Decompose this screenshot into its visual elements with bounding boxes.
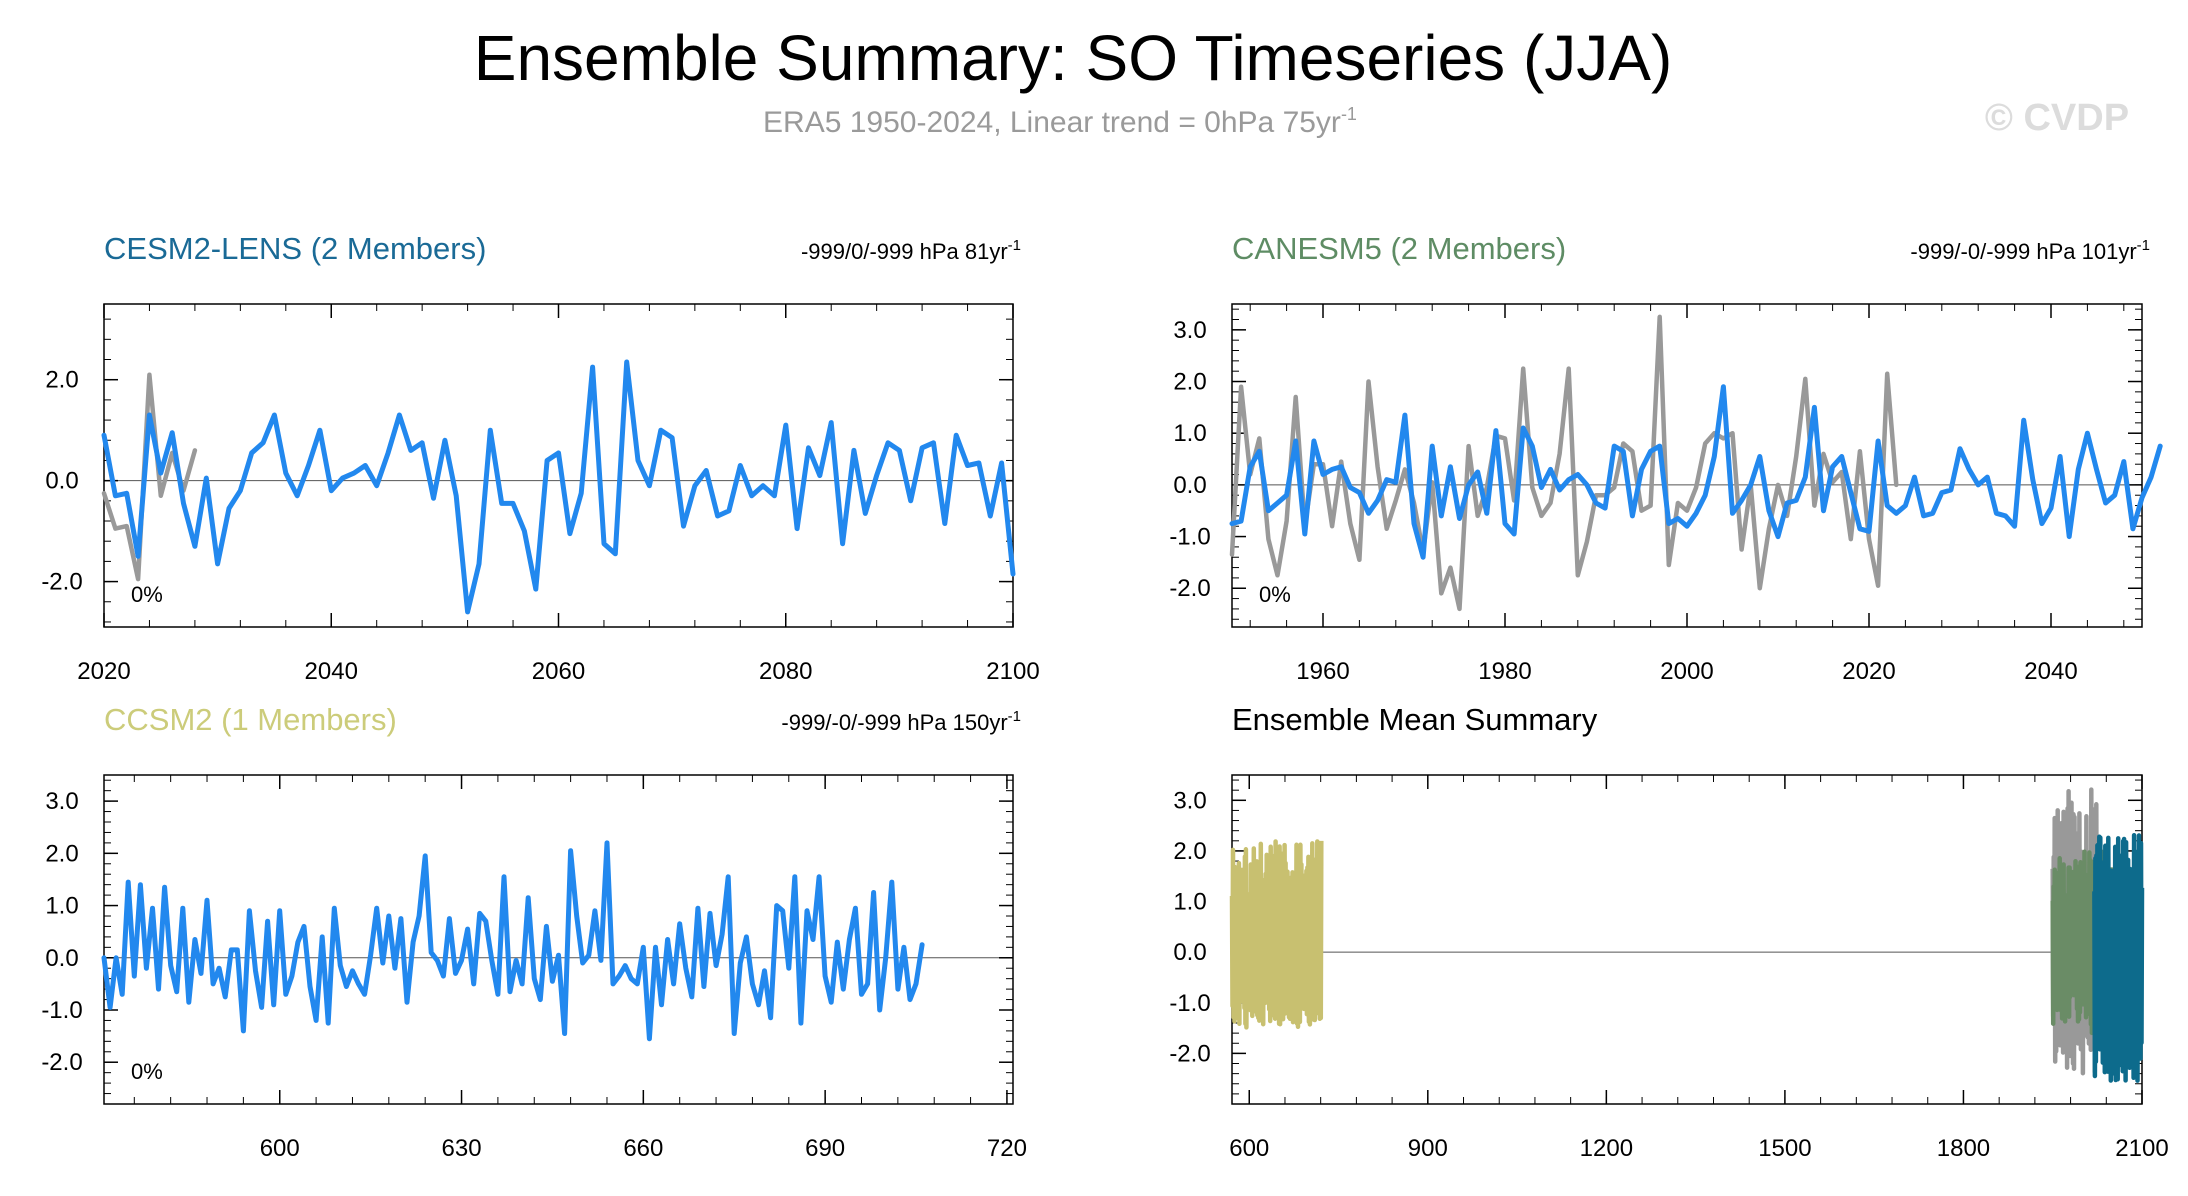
x-tick-label: 2040: [2024, 658, 2077, 685]
x-tick-label: 660: [623, 1135, 663, 1162]
subtitle-main: ERA5 1950-2024, Linear trend = 0hPa 75yr: [763, 106, 1341, 139]
series-line-ensemble-mean: [1229, 384, 2163, 560]
y-tick-label: 0.0: [1173, 472, 1206, 499]
x-tick-label: 2100: [986, 658, 1039, 685]
subtitle-sup: -1: [1341, 104, 1357, 124]
y-tick-label: 3.0: [1173, 317, 1206, 344]
panel-stat-value: -999/-0/-999 hPa 101yr: [1910, 239, 2136, 264]
panel-title: Ensemble Mean Summary: [1232, 702, 1598, 737]
panel-stat: -999/0/-999 hPa 81yr-1: [801, 237, 1021, 264]
y-tick-label: -1.0: [1169, 990, 1210, 1017]
panel-cesm2: CESM2-LENS (2 Members) -999/0/-999 hPa 81…: [41, 231, 1039, 685]
x-tick-label: 2060: [532, 658, 585, 685]
x-tick-label: 2100: [2115, 1135, 2168, 1162]
plot-frame: [1231, 774, 2143, 1105]
y-tick-label: -2.0: [1169, 575, 1210, 602]
x-tick-label: 2080: [759, 658, 812, 685]
y-tick-label: 1.0: [45, 893, 78, 920]
panel-stat-sup: -1: [1008, 237, 1021, 254]
panel-ccsm2: CCSM2 (1 Members) -999/-0/-999 hPa 150yr-…: [41, 702, 1027, 1162]
y-tick-label: 0.0: [1173, 939, 1206, 966]
panel-title: CESM2-LENS (2 Members): [104, 231, 486, 266]
x-tick-label: 1800: [1937, 1135, 1990, 1162]
panel-ensemble-mean-summary: Ensemble Mean Summary -2.0 -1.0 0.0 1.0 2.0 3.…: [1169, 702, 2168, 1162]
y-tick-label: 2.0: [1173, 838, 1206, 865]
page-title: Ensemble Summary: SO Timeseries (JJA): [474, 22, 1673, 94]
x-tick-label: 2020: [1842, 658, 1895, 685]
x-tick-label: 2040: [305, 658, 358, 685]
y-tick-label: 3.0: [1173, 787, 1206, 814]
y-tick-label: 1.0: [1173, 889, 1206, 916]
y-tick-label: 3.0: [45, 788, 78, 815]
y-tick-label: -2.0: [41, 569, 82, 596]
x-tick-label: 720: [987, 1135, 1027, 1162]
x-tick-label: 2000: [1660, 658, 1713, 685]
y-tick-label: -1.0: [1169, 524, 1210, 551]
page-subtitle: ERA5 1950-2024, Linear trend = 0hPa 75yr…: [763, 104, 1357, 139]
series-line-ensemble-mean: [101, 359, 1016, 615]
y-tick-label: 2.0: [45, 840, 78, 867]
summary-series-cesm2-lens-members: [2092, 832, 2145, 1083]
x-tick-label: 2020: [77, 658, 130, 685]
y-tick-label: 2.0: [45, 367, 78, 394]
x-tick-label: 1980: [1478, 658, 1531, 685]
cvdp-watermark: © CVDP: [1985, 97, 2129, 139]
panel-stat: -999/-0/-999 hPa 101yr-1: [1910, 237, 2150, 264]
panel-canesm5: CANESM5 (2 Members) -999/-0/-999 hPa 101y…: [1169, 231, 2163, 685]
y-tick-label: 0.0: [45, 945, 78, 972]
summary-series-ccsm2-members: [1229, 839, 1324, 1030]
panel-stat-value: -999/0/-999 hPa 81yr: [801, 239, 1008, 264]
y-tick-label: 0.0: [45, 468, 78, 495]
percent-label: 0%: [131, 582, 163, 607]
percent-label: 0%: [1259, 582, 1291, 607]
x-tick-label: 1500: [1758, 1135, 1811, 1162]
panel-stat-value: -999/-0/-999 hPa 150yr: [781, 710, 1007, 735]
percent-label: 0%: [131, 1059, 163, 1084]
y-tick-label: -2.0: [41, 1049, 82, 1076]
panel-title: CCSM2 (1 Members): [104, 702, 397, 737]
y-tick-label: 2.0: [1173, 369, 1206, 396]
x-tick-label: 1200: [1580, 1135, 1633, 1162]
x-tick-label: 900: [1408, 1135, 1448, 1162]
panel-stat-sup: -1: [1008, 708, 1021, 725]
panel-title: CANESM5 (2 Members): [1232, 231, 1566, 266]
x-tick-label: 690: [805, 1135, 845, 1162]
y-tick-label: -2.0: [1169, 1040, 1210, 1067]
panel-stat-sup: -1: [2137, 237, 2150, 254]
plot-frame: [103, 774, 1014, 1105]
series-line-observations: [1229, 314, 1899, 612]
plot-frame: [1231, 303, 2143, 628]
series-line-model: [101, 840, 925, 1042]
y-tick-label: -1.0: [41, 997, 82, 1024]
y-tick-label: 1.0: [1173, 420, 1206, 447]
panel-stat: -999/-0/-999 hPa 150yr-1: [781, 708, 1021, 735]
x-tick-label: 600: [1229, 1135, 1269, 1162]
x-tick-label: 600: [260, 1135, 300, 1162]
x-tick-label: 1960: [1296, 658, 1349, 685]
x-tick-label: 630: [442, 1135, 482, 1162]
